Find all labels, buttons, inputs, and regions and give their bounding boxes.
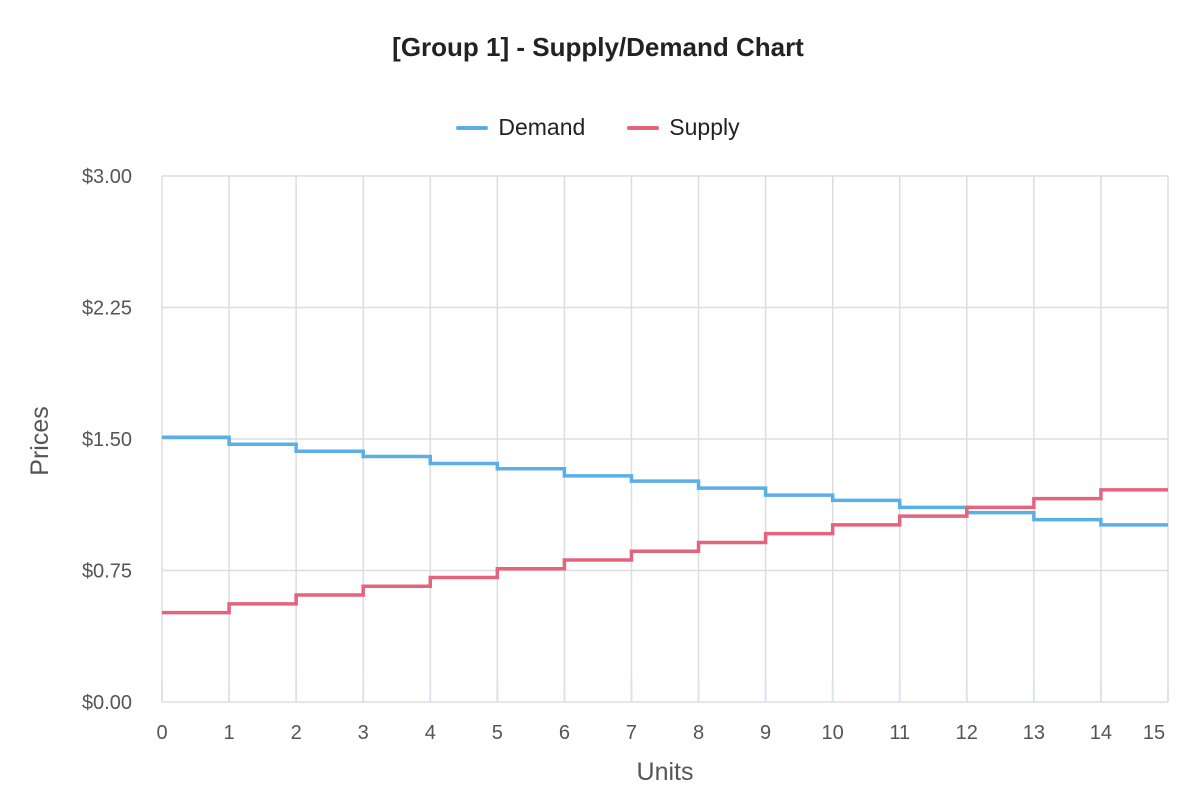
legend-item-supply[interactable]: Supply bbox=[627, 114, 740, 141]
x-tick-label: 13 bbox=[1023, 722, 1045, 744]
series-line-supply[interactable] bbox=[162, 488, 1168, 615]
chart-title: [Group 1] - Supply/Demand Chart bbox=[392, 32, 804, 62]
y-tick-label: $3.00 bbox=[82, 166, 132, 188]
x-tick-label: 7 bbox=[626, 722, 637, 744]
y-axis-title: Prices bbox=[26, 406, 54, 475]
x-tick-label: 5 bbox=[492, 722, 503, 744]
x-tick-label: 14 bbox=[1090, 722, 1112, 744]
legend-swatch-supply bbox=[627, 125, 660, 130]
x-tick-label: 0 bbox=[156, 722, 167, 744]
axis-labels-layer: 0 1 2 3 4 5 6 7 8 9 10 11 12 13 14 15$0.00$0.75$1.50$2.… bbox=[82, 166, 1165, 744]
x-tick-label: 15 bbox=[1143, 722, 1165, 744]
y-tick-label: $1.50 bbox=[82, 429, 132, 451]
series-layer bbox=[161, 435, 1169, 615]
x-tick-label: 4 bbox=[425, 722, 436, 744]
x-axis-title: Units bbox=[637, 758, 694, 786]
x-tick-label: 1 bbox=[224, 722, 235, 744]
x-tick-label: 9 bbox=[760, 722, 771, 744]
legend-label-demand: Demand bbox=[498, 114, 586, 140]
legend-item-demand[interactable]: Demand bbox=[456, 114, 585, 141]
x-tick-label: 6 bbox=[559, 722, 570, 744]
y-tick-label: $0.00 bbox=[82, 692, 132, 714]
legend-label-supply: Supply bbox=[669, 114, 740, 140]
y-tick-label: $0.75 bbox=[82, 561, 132, 583]
x-tick-label: 2 bbox=[291, 722, 302, 744]
legend-swatch-demand bbox=[456, 125, 489, 130]
x-tick-label: 11 bbox=[889, 722, 910, 744]
grid-layer bbox=[161, 175, 1169, 703]
x-tick-label: 12 bbox=[956, 722, 978, 744]
x-tick-label: 10 bbox=[822, 722, 844, 744]
y-tick-label: $2.25 bbox=[82, 298, 132, 320]
x-tick-label: 3 bbox=[358, 722, 369, 744]
legend: Demand Supply bbox=[0, 114, 1196, 141]
series-line-demand[interactable] bbox=[162, 435, 1168, 527]
x-tick-label: 8 bbox=[693, 722, 704, 744]
